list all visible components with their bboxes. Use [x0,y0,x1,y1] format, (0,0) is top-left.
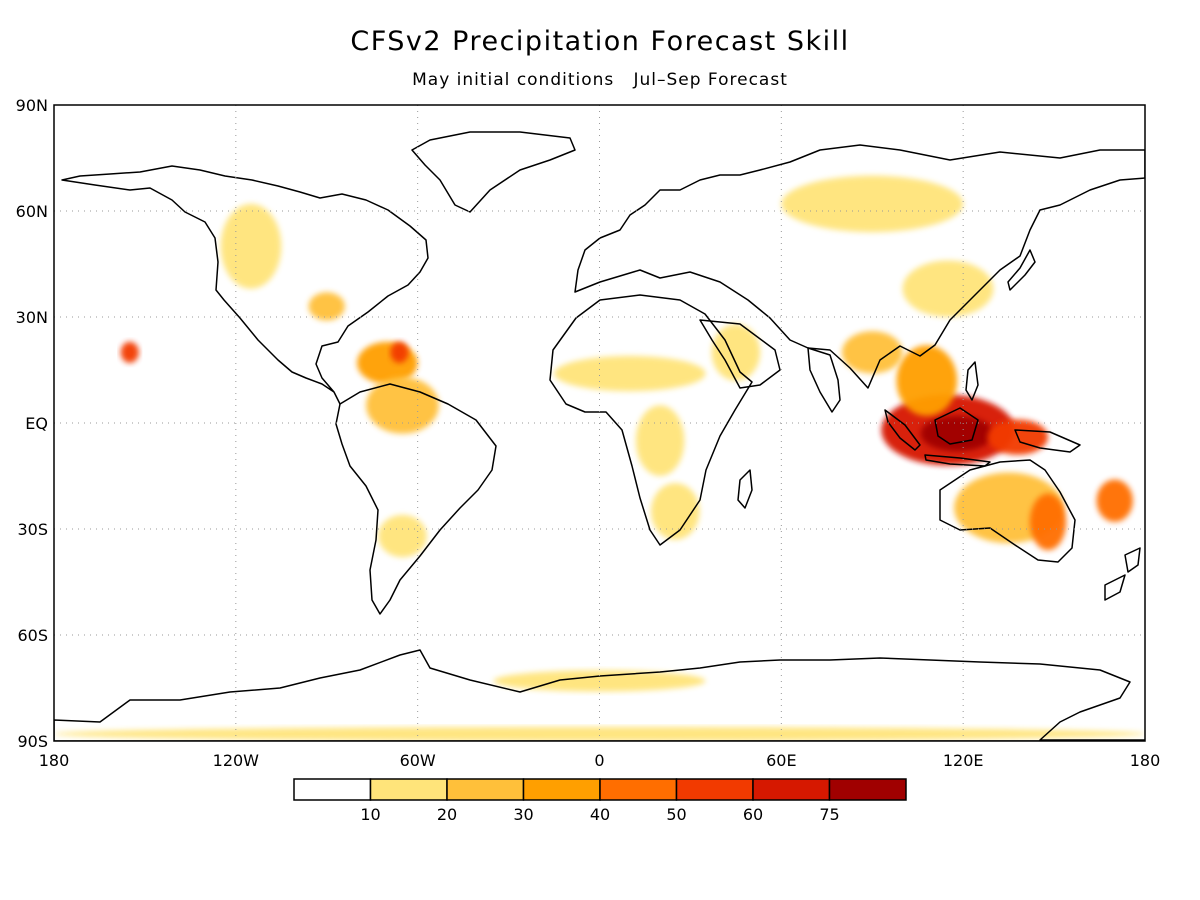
skill-region [390,341,409,363]
legend-swatch [599,778,678,801]
skill-region [493,670,706,692]
longitude-label: 60W [400,751,436,770]
skill-shading-layer [54,175,1145,741]
latitude-label: 90N [16,96,48,115]
skill-region [54,726,1145,741]
map-subtitle: May initial conditions Jul–Sep Forecast [412,70,788,90]
coastline-japan [1007,249,1036,291]
coastline-antarctica [54,649,1145,741]
latitude-label: 90S [17,732,48,751]
skill-region [308,292,345,321]
legend-label: 20 [437,805,457,824]
latitude-label: 60N [16,202,48,221]
longitude-label: 180 [39,751,70,770]
coastline-australia [939,459,1076,563]
legend-label: 40 [590,805,610,824]
skill-region [896,345,958,416]
skill-region [1096,479,1133,522]
latitude-label: 30S [17,520,48,539]
longitude-labels: 180 120W 60W 0 60E 120E 180 [39,751,1161,770]
coastline-new-guinea [1014,429,1081,453]
coastline-new-zealand [1124,547,1141,573]
skill-region [635,405,685,476]
skill-region [902,260,994,317]
coastline-sumatra [884,409,921,451]
skill-region [841,331,903,374]
legend-swatch [675,778,754,801]
skill-region [120,341,139,363]
coastline-eurasia [574,144,1145,389]
legend-label: 75 [819,805,839,824]
longitude-label: 120E [943,751,984,770]
skill-region [366,377,439,434]
coastline-new-zealand-south [1104,574,1126,601]
skill-region [920,415,994,452]
coastline-arabia [699,319,781,389]
coastline-africa [549,294,753,546]
legend-swatch [446,778,525,801]
longitude-label: 60E [766,751,796,770]
skill-region [781,175,964,233]
skill-region [220,203,282,289]
coastline-south-america [335,383,497,615]
legend-swatch [522,778,601,801]
legend-swatch [293,778,372,801]
legend-swatch [828,778,907,801]
map-frame [53,104,1146,742]
longitude-label: 0 [594,751,604,770]
skill-region [554,355,706,392]
coastline-madagascar [737,469,753,509]
skill-region [1029,493,1067,551]
latitude-label: EQ [25,414,48,433]
color-legend: 10 20 30 40 50 60 75 [293,778,907,824]
coastline-india [807,347,841,413]
coastline-north-america [61,165,429,405]
legend-label: 30 [513,805,533,824]
coastlines [54,131,1145,741]
latitude-labels: 90N 60N 30N EQ 30S 60S 90S [16,96,48,751]
skill-region [651,483,700,540]
longitude-label: 180 [1130,751,1161,770]
longitude-label: 120W [213,751,260,770]
legend-label: 10 [360,805,380,824]
latitude-label: 60S [17,626,48,645]
legend-swatch [752,778,831,801]
legend-label: 60 [743,805,763,824]
map-title: CFSv2 Precipitation Forecast Skill [350,26,850,57]
skill-region [378,514,427,558]
graticule [54,105,1145,741]
legend-label: 50 [666,805,686,824]
latitude-label: 30N [16,308,48,327]
legend-swatch [369,778,448,801]
coastline-borneo [934,407,979,445]
coastline-philippines [965,361,979,401]
coastline-greenland [411,131,576,213]
